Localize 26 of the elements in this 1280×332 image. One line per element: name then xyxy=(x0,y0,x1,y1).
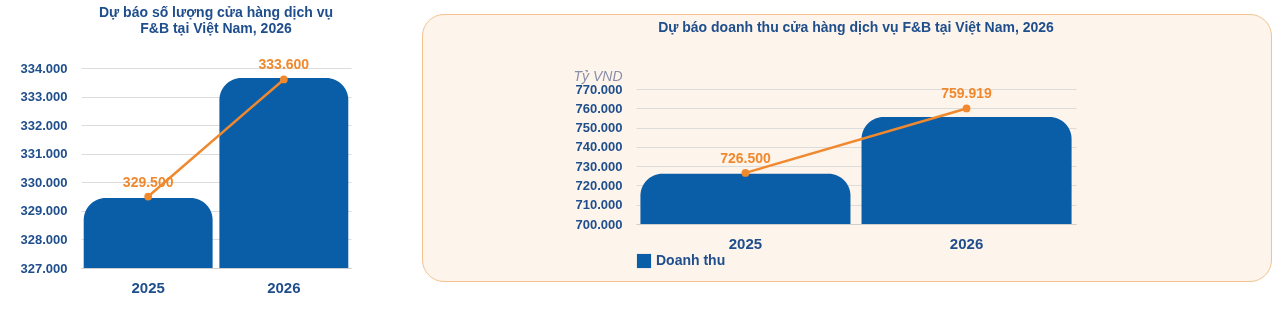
x-tick-label: 2025 xyxy=(131,278,165,296)
data-label: 759.919 xyxy=(941,85,993,102)
data-label: 333.600 xyxy=(258,56,310,73)
y-axis-title: Tỷ VND xyxy=(573,67,623,84)
y-tick-label: 334.000 xyxy=(20,60,68,76)
y-tick-label: 710.000 xyxy=(575,197,623,213)
chart-title: Dự báo doanh thu cửa hàng dịch vụ F&B tại Việt Nam, 2026 xyxy=(658,19,1055,35)
y-tick-label: 720.000 xyxy=(575,177,623,193)
y-tick-label: 331.000 xyxy=(20,146,68,162)
y-tick-label: 333.000 xyxy=(20,89,68,105)
y-tick-label: 750.000 xyxy=(575,120,623,136)
y-tick-label: 700.000 xyxy=(575,216,623,232)
y-tick-label: 730.000 xyxy=(575,158,623,174)
y-tick-label: 329.000 xyxy=(20,203,68,219)
y-tick-label: 330.000 xyxy=(20,174,68,190)
data-label: 726.500 xyxy=(720,149,771,166)
y-tick-label: 760.000 xyxy=(575,100,623,116)
legend-label: Doanh thu xyxy=(656,252,726,268)
y-tick-label: 327.000 xyxy=(20,260,68,276)
x-tick-label: 2026 xyxy=(949,234,984,252)
y-tick-label: 740.000 xyxy=(575,139,623,155)
x-tick-label: 2025 xyxy=(728,234,763,252)
y-tick-label: 332.000 xyxy=(20,117,68,133)
chart-title: Dự báo số lượng cửa hàng dịch vụ F&B tại Việt Nam, 2026 xyxy=(98,4,334,37)
x-tick-label: 2026 xyxy=(267,278,301,296)
y-tick-label: 328.000 xyxy=(20,231,68,247)
